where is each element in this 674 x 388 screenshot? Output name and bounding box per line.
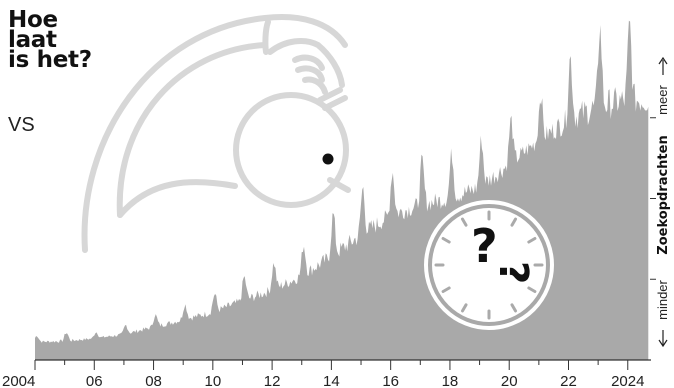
x-tick-label: 06 [86, 373, 103, 388]
x-tick-label: 08 [145, 373, 162, 388]
x-tick-label: 10 [204, 373, 221, 388]
clock-tick [461, 217, 468, 227]
clock-tick [441, 237, 451, 244]
clock-tick [461, 303, 468, 313]
title-line: Hoe [8, 7, 58, 33]
clock-tick [510, 303, 517, 313]
x-tick-label: 12 [264, 373, 281, 388]
cartoon-illustration [81, 14, 351, 253]
question-mark-icon: ? [471, 219, 498, 273]
y-axis-high-label: meer [655, 85, 670, 115]
y-axis-ticks [650, 117, 656, 280]
title-line: laat [8, 27, 57, 53]
x-tick-label: 16 [382, 373, 399, 388]
arrow-down-head-icon [658, 339, 668, 348]
x-tick-label: 2024 [611, 373, 644, 388]
clock-tick [441, 286, 451, 293]
arrow-up-head-icon [658, 56, 668, 65]
question-mark-rotated-icon: ? [490, 261, 536, 284]
clock-tick [510, 217, 517, 227]
y-axis-label: Zoekopdrachten [656, 135, 671, 254]
title-line: is het? [8, 47, 92, 73]
x-tick-label: 20 [501, 373, 518, 388]
x-tick-label: 14 [323, 373, 340, 388]
creature-eye [322, 153, 334, 165]
area-series [35, 20, 649, 360]
x-axis-ticks: 2004 06 08 10 12 14 16 18 20 22 2024 [2, 360, 644, 388]
y-axis-label-group: Zoekopdrachten meer minder [655, 56, 671, 348]
clock-tick [527, 237, 537, 244]
clock-tick [527, 286, 537, 293]
x-tick-label: 2004 [2, 373, 35, 388]
x-tick-label: 22 [560, 373, 577, 388]
y-axis-low-label: minder [655, 279, 670, 319]
area-series-path [35, 20, 649, 360]
clock-icon: ? ? [424, 200, 554, 330]
x-tick-label: 18 [442, 373, 459, 388]
chart-subtitle: VS [8, 114, 35, 136]
chart-title: Hoe laat is het? [8, 7, 92, 73]
